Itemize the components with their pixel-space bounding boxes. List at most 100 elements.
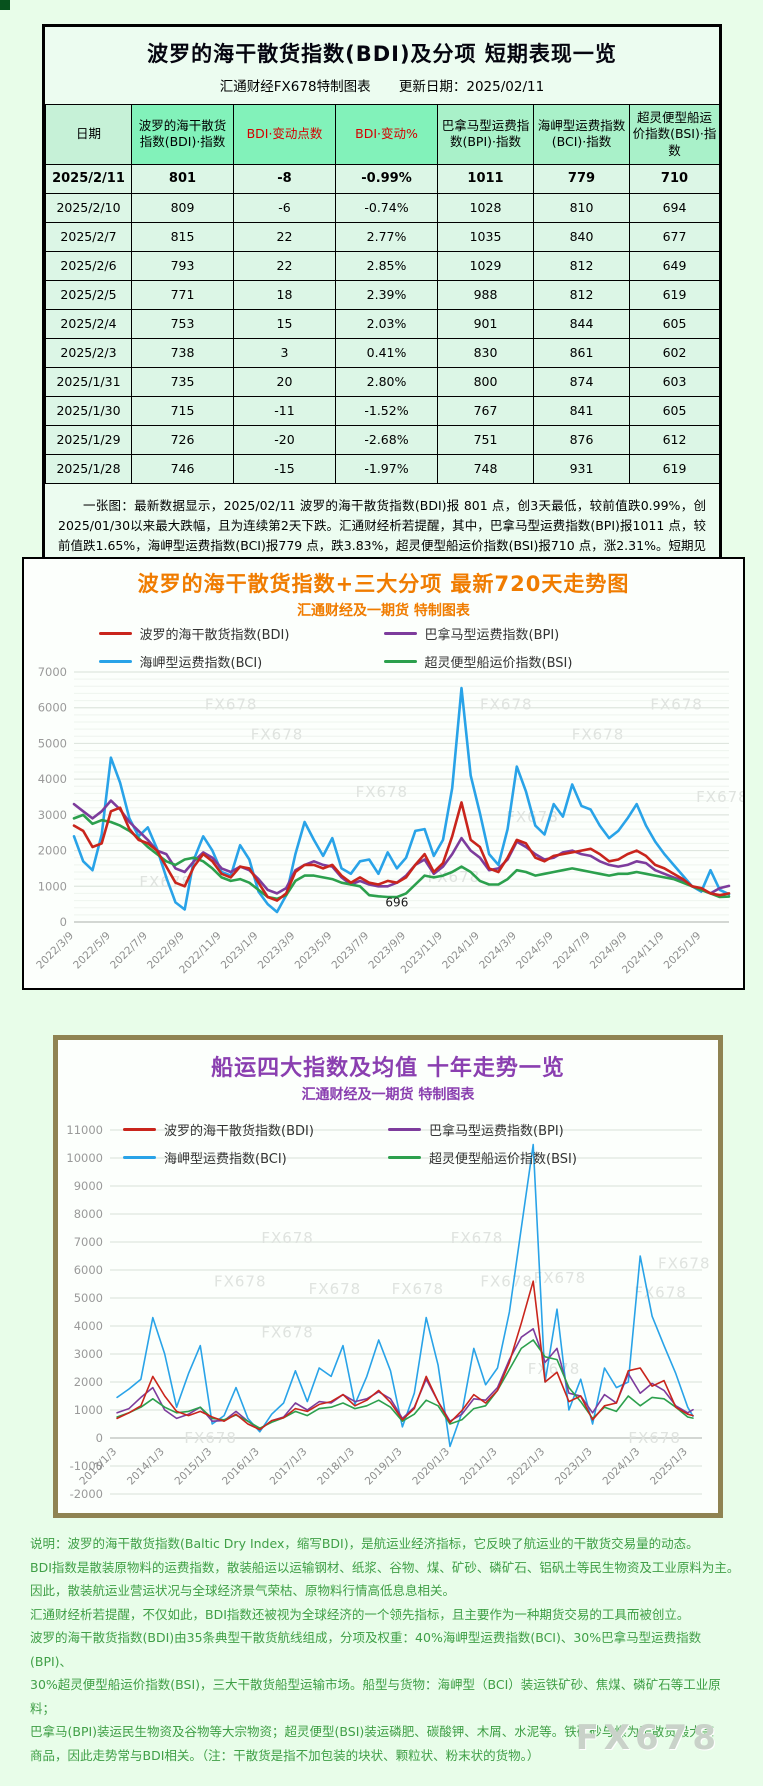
- table-cell: 746: [131, 453, 234, 484]
- legend-label: 超灵便型船运价指数(BSI): [424, 656, 573, 671]
- table-cell: 619: [629, 279, 720, 310]
- chart-watermark: FX678: [214, 1273, 267, 1291]
- series-line: [72, 801, 731, 902]
- table-cell: 2025/2/4: [45, 308, 132, 339]
- chart-watermark: FX678: [628, 1429, 681, 1447]
- footer-line: 商品，因此走势常与BDI相关。（注：干散货是指不加包装的块状、颗粒状、粉末状的货…: [30, 1747, 540, 1763]
- column-header: 超灵便型船运价指数(BSI)·指数: [629, 104, 720, 165]
- table-cell: 1029: [437, 250, 534, 281]
- y-tick-label: 7000: [38, 665, 67, 679]
- x-tick-label: 2022/3/9: [34, 930, 76, 972]
- table-cell: -0.74%: [335, 192, 438, 223]
- legend-label: 波罗的海干散货指数(BDI): [139, 628, 290, 643]
- chart-watermark: FX678: [261, 1323, 314, 1341]
- x-tick-label: 2023/5/9: [293, 930, 335, 972]
- table-cell: 738: [131, 337, 234, 368]
- x-tick-label: 2024/5/9: [514, 930, 556, 972]
- y-tick-label: 3000: [74, 1347, 103, 1361]
- table-cell: 1028: [437, 192, 534, 223]
- x-tick-label: 2022/5/9: [71, 930, 113, 972]
- legend-line-icon: [123, 1127, 156, 1132]
- column-header: 巴拿马型运费指数(BPI)·指数: [437, 104, 534, 165]
- legend-line-icon: [388, 1155, 421, 1160]
- table-cell: 841: [533, 395, 630, 426]
- bdi-summary-panel: 波罗的海干散货指数(BDI)及分项 短期表现一览 汇通财经FX678特制图表 更…: [42, 24, 722, 592]
- table-cell: 20: [233, 366, 336, 397]
- table-cell: -6: [233, 192, 336, 223]
- column-header: 海岬型运费指数(BCI)·指数: [533, 104, 630, 165]
- table-cell: 22: [233, 221, 336, 252]
- table-cell: 751: [437, 424, 534, 455]
- chart-watermark: FX678: [528, 1360, 581, 1378]
- table-cell: 22: [233, 250, 336, 281]
- footer-line: 汇通财经析若提醒，不仅如此，BDI指数还被视为全球经济的一个领先指标，且主要作为…: [30, 1606, 690, 1622]
- table-cell: 2025/1/28: [45, 453, 132, 484]
- y-tick-label: 1000: [74, 1403, 103, 1417]
- panel-subtitle: 汇通财经FX678特制图表 更新日期：2025/02/11: [45, 75, 719, 95]
- chart-720day-panel: 波罗的海干散货指数+三大分项 最新720天走势图 汇通财经及一期货 特制图表 波…: [22, 557, 745, 990]
- table-cell: 2025/2/5: [45, 279, 132, 310]
- chart-watermark: FX678: [392, 1280, 445, 1298]
- table-cell: 2025/1/31: [45, 366, 132, 397]
- footer-line: BDI指数是散装原物料的运费指数，散装船运以运输钢材、纸浆、谷物、煤、矿砂、磷矿…: [30, 1559, 740, 1575]
- chart-10year-panel: 船运四大指数及均值 十年走势一览 汇通财经及一期货 特制图表 波罗的海干散货指数…: [53, 1035, 723, 1518]
- table-cell: 603: [629, 366, 720, 397]
- table-cell: 18: [233, 279, 336, 310]
- legend-item: 超灵便型船运价指数(BSI): [383, 652, 669, 671]
- table-cell: 800: [437, 366, 534, 397]
- chart1-subtitle: 汇通财经及一期货 特制图表: [297, 603, 470, 619]
- table-cell: 771: [131, 279, 234, 310]
- legend-line-icon: [383, 631, 417, 636]
- legend-label: 波罗的海干散货指数(BDI): [164, 1124, 314, 1139]
- y-tick-label: 2000: [74, 1375, 103, 1389]
- x-tick-label: 2023/7/9: [329, 930, 371, 972]
- table-cell: 0.41%: [335, 337, 438, 368]
- table-cell: 2025/2/7: [45, 221, 132, 252]
- fx678-watermark: FX678: [575, 1718, 721, 1758]
- table-cell: 605: [629, 308, 720, 339]
- legend-label: 巴拿马型运费指数(BPI): [424, 628, 560, 643]
- table-cell: 2025/2/10: [45, 192, 132, 223]
- table-cell: 15: [233, 308, 336, 339]
- y-tick-label: 2000: [38, 844, 67, 858]
- y-tick-label: 9000: [74, 1179, 103, 1193]
- legend-line-icon: [388, 1127, 421, 1132]
- table-cell: 748: [437, 453, 534, 484]
- y-tick-label: 0: [96, 1431, 103, 1445]
- y-tick-label: 5000: [38, 736, 67, 750]
- table-cell: 809: [131, 192, 234, 223]
- y-tick-label: 1000: [38, 879, 67, 893]
- chart1-legend: 波罗的海干散货指数(BDI) 巴拿马型运费指数(BPI) 海岬型运费指数(BCI) 超…: [98, 624, 669, 671]
- table-row: 2025/2/7 815 22 2.77% 1035 840 677: [45, 221, 720, 252]
- y-tick-label: 4000: [38, 772, 67, 786]
- chart-watermark: FX678: [184, 1429, 237, 1447]
- series-line: [116, 1143, 694, 1448]
- table-row: 2025/1/31 735 20 2.80% 800 874 603: [45, 366, 720, 397]
- bdi-720day-chart-canvas: 0 1000 2000 3000 4000 5000 6000 7000 FX678 FX678 F…: [34, 665, 743, 976]
- x-tick-label: 2023/1/9: [219, 930, 261, 972]
- legend-label: 超灵便型船运价指数(BSI): [429, 1152, 577, 1167]
- table-cell: 715: [131, 395, 234, 426]
- source-label: 汇通财经FX678特制图表: [219, 79, 371, 95]
- y-tick-label: 6000: [74, 1263, 103, 1277]
- table-row: 2025/2/6 793 22 2.85% 1029 812 649: [45, 250, 720, 281]
- y-tick-label: 5000: [74, 1291, 103, 1305]
- chart-watermark: FX678: [451, 1229, 504, 1247]
- table-cell: 901: [437, 308, 534, 339]
- table-cell: 861: [533, 337, 630, 368]
- table-cell: 2025/2/3: [45, 337, 132, 368]
- series-line: [72, 686, 731, 914]
- chart-watermark: FX678: [572, 726, 625, 744]
- table-cell: -1.97%: [335, 453, 438, 484]
- table-cell: 2.85%: [335, 250, 438, 281]
- table-cell: 1011: [437, 163, 534, 194]
- chart2-subtitle: 汇通财经及一期货 特制图表: [301, 1087, 475, 1103]
- table-cell: -20: [233, 424, 336, 455]
- chart-watermark: FX678: [696, 788, 743, 806]
- legend-item: 超灵便型船运价指数(BSI): [388, 1148, 653, 1167]
- x-tick-label: 2022/7/9: [108, 930, 150, 972]
- table-row: 2025/1/29 726 -20 -2.68% 751 876 612: [45, 424, 720, 455]
- explanation-notes: 说明：波罗的海干散货指数(Baltic Dry Index，缩写BDI)，是航运…: [30, 1532, 742, 1767]
- table-cell: -1.52%: [335, 395, 438, 426]
- table-cell: 801: [131, 163, 234, 194]
